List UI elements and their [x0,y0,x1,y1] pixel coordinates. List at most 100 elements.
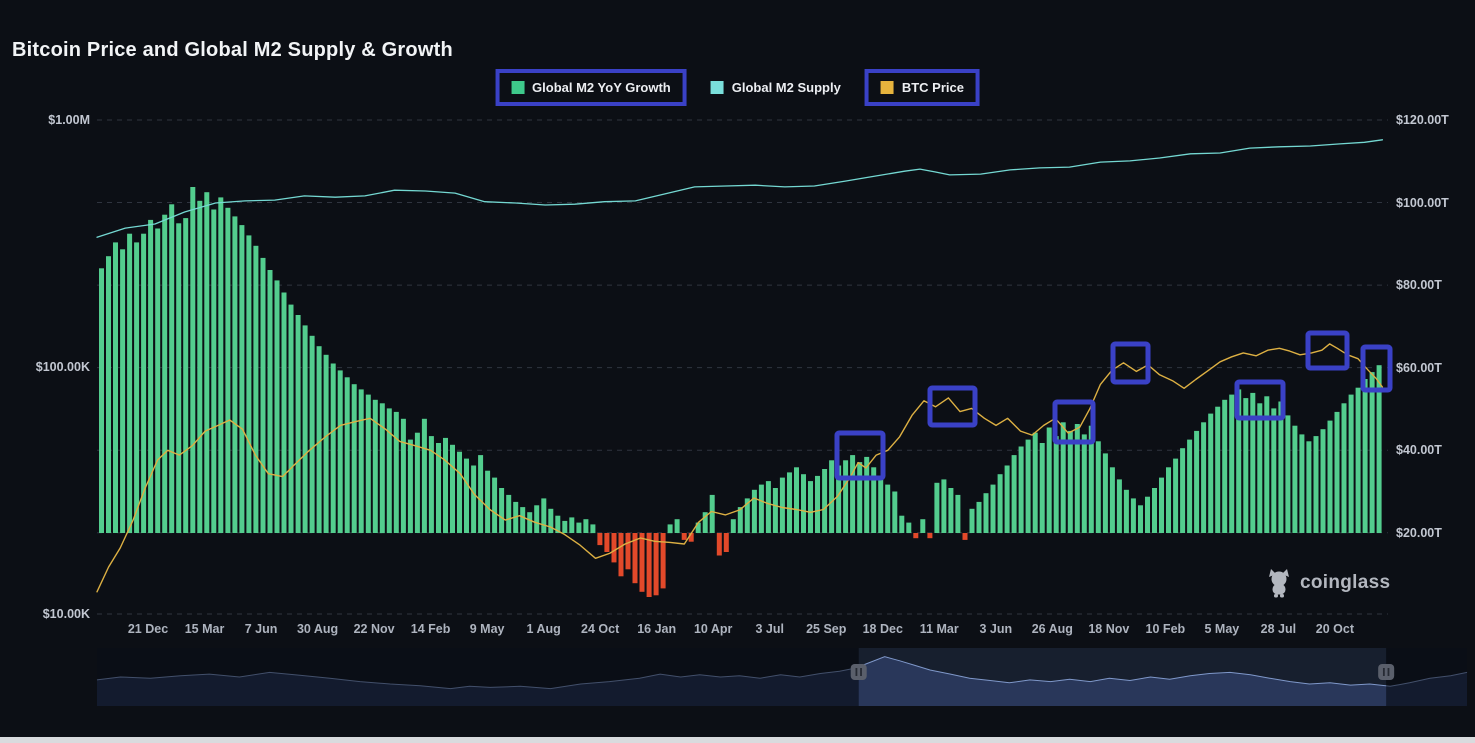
x-axis-tick: 22 Nov [353,622,395,636]
m2-growth-bar [211,209,217,533]
m2-growth-bar [274,280,280,533]
m2-growth-bar [1201,422,1207,533]
x-axis-tick: 25 Sep [806,622,847,636]
nav-right-handle[interactable] [1378,664,1395,680]
chart-title: Bitcoin Price and Global M2 Supply & Gro… [12,39,453,62]
m2-growth-bar [169,204,175,534]
m2-growth-bar [1074,424,1080,533]
m2-growth-bar [787,472,792,533]
right-axis-tick: $120.00T [1396,113,1449,127]
m2-growth-bar [1060,422,1066,533]
m2-growth-bar [1355,387,1361,533]
m2-growth-bar [555,515,561,533]
legend-item-m2-yoy-growth[interactable]: Global M2 YoY Growth [495,69,687,106]
m2-growth-bar [499,488,505,533]
x-axis-tick: 5 May [1204,622,1240,636]
m2-growth-bar [428,436,434,533]
m2-growth-bar [1039,443,1045,533]
x-axis-tick: 21 Dec [127,622,169,636]
x-axis-tick: 3 Jul [755,622,784,636]
m2-growth-bar [253,245,259,534]
m2-growth-bar [934,482,940,533]
m2-growth-bar [541,498,547,533]
m2-growth-bar [913,533,919,539]
m2-growth-bar [1362,379,1368,533]
m2-growth-bar [1166,467,1171,533]
right-axis-tick: $60.00T [1396,360,1442,375]
m2-growth-bar [134,242,140,533]
m2-growth-bar [702,512,708,533]
m2-growth-bar [443,437,448,534]
legend-item-m2-supply[interactable]: Global M2 Supply [695,69,857,106]
x-axis-tick: 9 May [469,622,505,636]
coinglass-logo-icon [1269,569,1289,598]
m2-growth-bar [997,474,1003,533]
plot-hover-area[interactable] [97,110,1388,614]
m2-growth-bar [548,508,554,533]
m2-growth-bar [955,494,961,533]
annotation-box [834,430,886,481]
m2-growth-bar [941,479,947,533]
m2-growth-bar [1095,441,1101,533]
m2-growth-bar [1145,496,1150,533]
m2-growth-bar [1187,439,1193,533]
m2-growth-bar [365,394,371,533]
m2-growth-bar [1285,415,1291,533]
m2-growth-bar [190,187,196,533]
right-axis-tick: $20.00T [1396,525,1442,540]
page-bottom-strip [0,737,1475,743]
m2-growth-bar [1159,477,1164,533]
navigator-selection[interactable] [858,648,1387,706]
right-axis-tick: $40.00T [1396,443,1442,458]
x-axis-tick: 10 Apr [693,622,733,636]
right-axis-tick: $80.00T [1396,278,1442,293]
m2-growth-bar [927,533,933,539]
m2-growth-bar [414,432,420,533]
nav-left-handle[interactable] [850,664,867,680]
btc-price-swatch-icon [880,81,894,94]
m2-growth-bar [1152,488,1157,533]
m2-growth-bar [1376,365,1382,533]
m2-growth-bar [1327,420,1333,534]
m2-growth-bar [1320,429,1326,533]
m2-growth-bar [723,533,729,552]
x-axis-tick: 10 Feb [1145,622,1186,636]
m2-growth-bar [1250,392,1256,533]
m2-growth-swatch-icon [511,81,525,94]
m2-growth-bar [1215,406,1221,533]
m2-growth-bar [569,517,575,533]
m2-growth-bar [183,218,189,533]
left-axis-tick: $1.00M [48,113,90,127]
m2-growth-bar [829,460,835,533]
m2-growth-bar [583,519,589,533]
navigator[interactable] [96,648,1468,706]
m2-growth-bar [1271,408,1277,533]
annotation-box [1052,399,1096,445]
annotation-box [1234,379,1286,421]
m2-growth-bar [281,292,287,533]
m2-growth-bar [906,522,912,533]
m2-growth-bar [737,507,743,534]
handle-grip-icon [855,668,858,676]
m2-growth-bar [176,223,182,534]
x-axis-tick: 20 Oct [1315,622,1355,636]
m2-growth-bar [457,451,462,533]
m2-growth-bar [1222,399,1228,533]
m2-growth-bar [899,515,905,533]
navigator-dim-right [1386,648,1467,706]
m2-growth-bar [1264,396,1270,533]
m2-growth-bar [337,370,343,533]
m2-growth-bar [618,533,624,577]
legend-item-btc-price[interactable]: BTC Price [864,69,980,106]
m2-growth-bar [330,363,336,533]
annotation-box [1305,330,1350,371]
m2-growth-bar [878,475,884,533]
m2-growth-bar [1173,458,1179,533]
m2-growth-bar [1102,453,1108,533]
m2-growth-bar [1011,455,1017,533]
navigator-dim-left [97,648,859,706]
m2-growth-bar [1018,446,1024,533]
m2-growth-bar [772,488,778,533]
m2-growth-bar [843,460,849,533]
